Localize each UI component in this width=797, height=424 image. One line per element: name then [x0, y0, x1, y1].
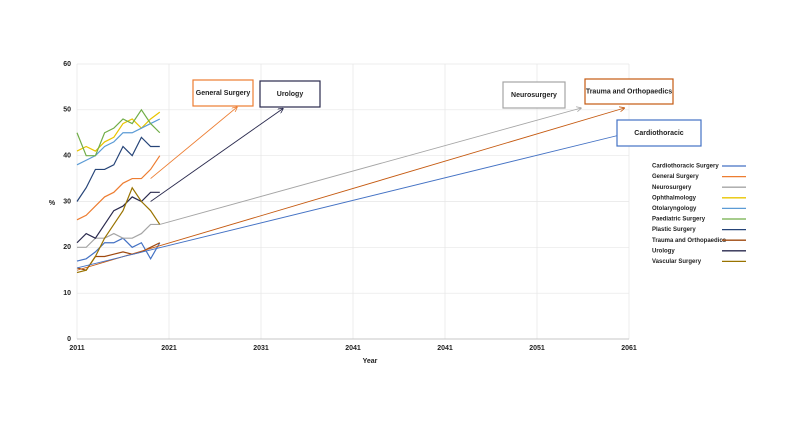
label-box-text: Cardiothoracic: [634, 130, 684, 137]
y-tick-label: 0: [67, 336, 71, 343]
label-box: [584, 78, 674, 105]
label-box-text: Trauma and Orthopaedics: [586, 88, 672, 95]
x-tick-label: 2011: [69, 345, 84, 352]
label-box: [259, 80, 321, 108]
y-tick-label: 40: [63, 153, 71, 160]
series-line: [76, 108, 161, 157]
x-tick-label: 2021: [161, 345, 177, 352]
legend-label: Neurosurgery: [652, 185, 692, 191]
label-box: [616, 119, 702, 147]
series-line: [76, 155, 161, 221]
y-tick-label: 30: [63, 198, 71, 205]
y-axis-label: %: [49, 200, 56, 207]
legend-label: Plastic Surgery: [652, 227, 696, 233]
label-box: [192, 79, 254, 107]
trend-arrow: [159, 108, 581, 225]
y-tick-label: 10: [63, 290, 71, 297]
legend-label: Paediatric Surgery: [652, 217, 706, 223]
x-tick-label: 2061: [621, 345, 637, 352]
label-box-text: Neurosurgery: [511, 92, 557, 99]
series-line: [77, 223, 160, 248]
series-line: [76, 111, 161, 152]
legend-label: Otolaryngology: [652, 206, 697, 212]
x-tick-label: 2041: [437, 345, 453, 352]
x-tick-label: 2051: [529, 345, 545, 352]
trend-arrow: [150, 107, 237, 179]
series-line: [76, 118, 161, 166]
x-axis-label: Year: [363, 358, 378, 365]
series-line: [76, 186, 161, 274]
label-box-text: General Surgery: [196, 90, 251, 97]
legend-label: Cardiothoracic Surgery: [652, 164, 719, 170]
label-box: [502, 81, 566, 109]
legend-label: Vascular Surgery: [652, 259, 702, 265]
legend-label: Urology: [652, 248, 675, 254]
series-line: [76, 136, 160, 202]
legend-label: Trauma and Orthopaedics: [652, 238, 727, 244]
trend-arrow: [76, 108, 624, 271]
series-line: [76, 191, 160, 244]
x-tick-label: 2031: [253, 345, 269, 352]
legend-label: General Surgery: [652, 174, 699, 180]
y-tick-label: 50: [63, 107, 71, 114]
trend-arrow: [150, 108, 283, 202]
legend-label: Ophthalmology: [652, 195, 697, 201]
x-tick-label: 2041: [345, 345, 361, 352]
y-tick-label: 60: [63, 61, 71, 68]
label-box-text: Urology: [277, 91, 304, 98]
trend-arrow: [76, 133, 629, 269]
y-tick-label: 20: [63, 244, 71, 251]
